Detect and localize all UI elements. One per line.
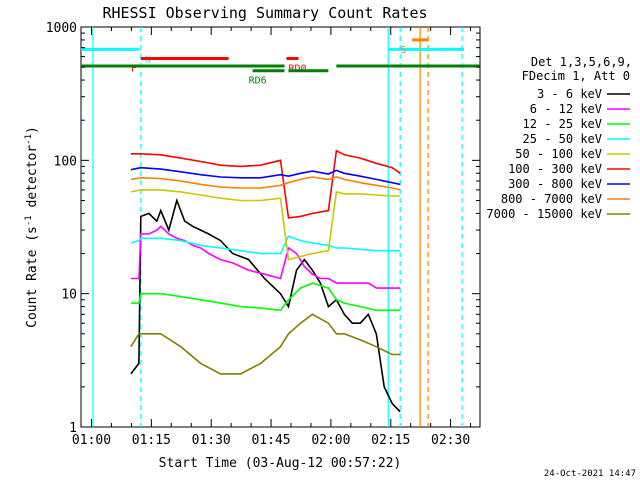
legend-label: 50 - 100 keV [515,147,602,161]
legend: Det 1,3,5,6,9, FDecim 1, Att 0 3 - 6 keV… [486,55,632,221]
legend-label: 3 - 6 keV [537,87,602,101]
y-tick-label: 100 [54,154,77,169]
legend-label: 6 - 12 keV [530,102,602,116]
y-axis-label-part: ) [25,126,40,134]
plot-area: NFRD0RD6S 01:0001:1501:3001:4502:0002:15… [46,21,481,448]
legend-header-line: FDecim 1, Att 0 [522,69,630,83]
state-bar-label: S [400,45,406,56]
state-bar-label: RD6 [249,76,267,87]
x-tick-label: 02:15 [371,433,410,448]
series-line [130,149,401,219]
x-tick-label: 01:15 [132,433,171,448]
series-lines [130,149,401,413]
state-bar-label: F [131,64,137,75]
legend-label: 100 - 300 keV [508,162,602,176]
x-tick-label: 01:45 [251,433,290,448]
y-axis-label: Count Rate (s-1 detector-1) [24,126,40,328]
y-axis-label-exponent: -1 [24,215,34,226]
series-line [130,189,401,261]
legend-header-line: Det 1,3,5,6,9, [531,55,632,69]
x-tick-label: 01:30 [192,433,231,448]
y-axis-label-exponent: -1 [24,134,34,145]
footer-date: 24-Oct-2021 14:47 [544,469,636,479]
x-axis-ticks: 01:00 01:15 01:30 01:45 02:00 02:15 02:30 [72,27,472,448]
legend-label: 25 - 50 keV [523,132,602,146]
y-tick-label: 1000 [46,21,77,36]
legend-label: 300 - 800 keV [508,177,602,191]
chart-title: RHESSI Observing Summary Count Rates [102,4,427,22]
series-line [130,225,401,289]
series-line [130,282,401,312]
legend-label: 12 - 25 keV [523,117,602,131]
plot-frame [80,26,481,428]
y-axis-label-part: detector [25,145,40,216]
y-tick-label: 1 [69,421,77,436]
state-bars: NFRD0RD6S [81,38,480,87]
y-tick-label: 10 [61,288,77,303]
x-axis-label: Start Time (03-Aug-12 00:57:22) [159,456,402,471]
vertical-markers [92,27,463,427]
legend-label: 7000 - 15000 keV [486,207,602,221]
x-tick-label: 01:00 [72,433,111,448]
series-line [130,166,401,186]
y-axis-label-part: Count Rate (s [25,226,40,328]
x-tick-label: 02:00 [311,433,350,448]
series-line [130,197,401,413]
series-line [130,176,401,191]
series-line [130,235,401,255]
legend-label: 800 - 7000 keV [501,192,602,206]
state-bar-label: RD0 [288,64,306,75]
y-axis-ticks: 1 10 100 1000 [46,21,480,436]
series-line [130,313,401,375]
x-tick-label: 02:30 [431,433,470,448]
